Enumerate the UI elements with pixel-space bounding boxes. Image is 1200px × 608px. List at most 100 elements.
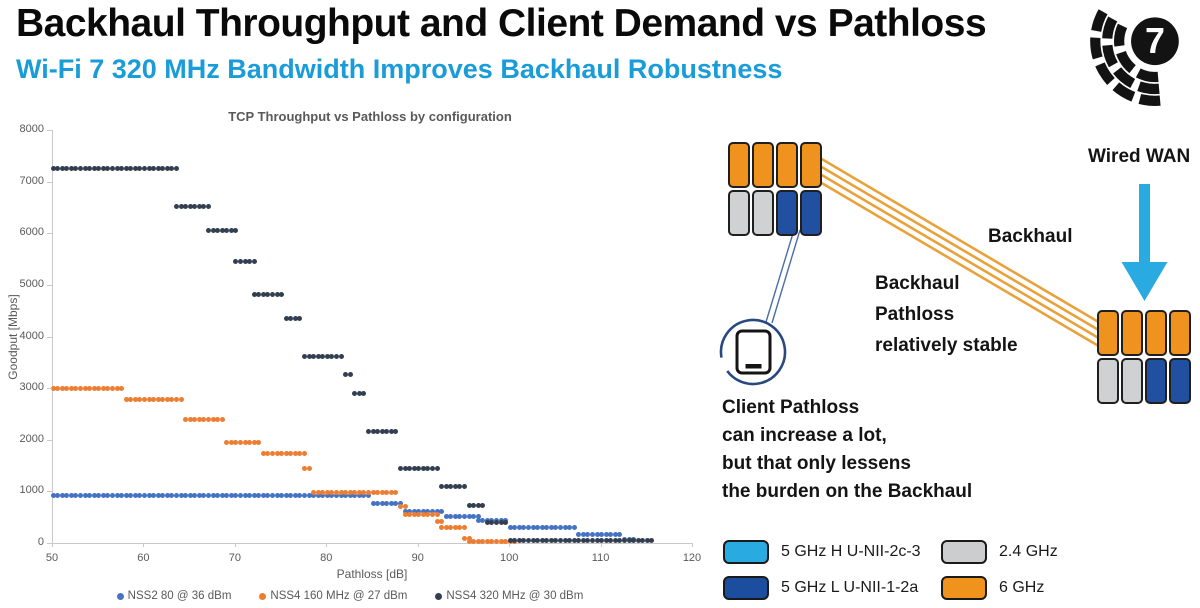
scatter-point (242, 439, 248, 445)
scatter-point (530, 525, 536, 530)
scatter-point (219, 492, 225, 498)
ap-radio-module-orange (752, 142, 774, 188)
scatter-point (173, 397, 179, 402)
scatter-point (535, 537, 541, 543)
scatter-point (55, 166, 61, 172)
scatter-point (279, 450, 285, 456)
scatter-point (59, 492, 65, 498)
x-tick-label: 80 (320, 552, 333, 564)
scatter-point (196, 203, 202, 209)
y-tick-mark (47, 284, 52, 286)
scatter-point (589, 531, 595, 537)
scatter-point (114, 492, 120, 498)
y-tick-mark (47, 439, 52, 441)
scatter-point (343, 489, 349, 495)
client-link-icon (765, 229, 801, 324)
ap-radio-module-blue (776, 190, 798, 236)
scatter-point (493, 519, 499, 525)
scatter-point (416, 465, 422, 471)
scatter-point (192, 416, 198, 422)
scatter-point (205, 203, 211, 209)
y-tick-mark (47, 543, 52, 544)
scatter-point (192, 492, 198, 498)
scatter-point (530, 537, 536, 543)
scatter-point (183, 203, 189, 209)
scatter-point (407, 511, 413, 517)
scatter-point (215, 228, 221, 234)
scatter-point (384, 489, 390, 495)
scatter-point (233, 492, 239, 498)
scatter-point (439, 525, 445, 530)
frequency-legend-item: 5 GHz H U-NII-2c-3 (723, 540, 921, 564)
scatter-point (425, 465, 431, 471)
scatter-point (626, 537, 632, 543)
scatter-point (548, 537, 554, 543)
scatter-point (461, 514, 467, 520)
scatter-point (466, 503, 472, 509)
scatter-point (87, 385, 93, 391)
scatter-point (114, 385, 120, 391)
scatter-point (219, 228, 225, 234)
scatter-point (224, 439, 230, 445)
scatter-point (187, 492, 193, 498)
x-tick-mark (417, 543, 419, 547)
scatter-point (407, 465, 413, 471)
scatter-point (567, 537, 573, 543)
frequency-label: 6 GHz (999, 579, 1045, 596)
scatter-point (279, 492, 285, 498)
scatter-point (96, 492, 102, 498)
scatter-point (544, 537, 550, 543)
scatter-point (283, 492, 289, 498)
scatter-point (219, 416, 225, 422)
ap-radio-module-orange (728, 142, 750, 188)
scatter-point (471, 539, 477, 544)
scatter-point (100, 492, 106, 498)
scatter-point (315, 489, 321, 495)
scatter-point (155, 397, 161, 402)
scatter-point (466, 535, 472, 541)
scatter-point (434, 465, 440, 471)
ap-radio-module-gray (752, 190, 774, 236)
scatter-point (635, 537, 641, 543)
scatter-point (73, 492, 79, 498)
scatter-point (196, 416, 202, 422)
scatter-point (50, 385, 56, 391)
scatter-point (292, 450, 298, 456)
scatter-point (443, 525, 449, 530)
scatter-point (320, 353, 326, 359)
scatter-point (50, 166, 56, 172)
scatter-point (343, 492, 349, 498)
legend-dot-icon (435, 592, 443, 600)
scatter-point (160, 397, 166, 402)
scatter-point (315, 353, 321, 359)
scatter-point (338, 489, 344, 495)
scatter-point (448, 484, 454, 490)
scatter-point (169, 397, 175, 402)
scatter-point (599, 537, 605, 543)
scatter-point (608, 537, 614, 543)
scatter-point (251, 291, 257, 297)
scatter-point (178, 397, 184, 402)
scatter-point (397, 500, 403, 506)
scatter-point (475, 503, 481, 509)
scatter-point (306, 492, 312, 498)
scatter-point (402, 465, 408, 471)
mesh-ap-node (728, 142, 822, 236)
scatter-point (160, 492, 166, 498)
scatter-point (434, 508, 440, 514)
scatter-point (434, 511, 440, 517)
scatter-point (352, 489, 358, 495)
scatter-point (429, 508, 435, 514)
scatter-point (443, 514, 449, 520)
scatter-point (361, 489, 367, 495)
scatter-point (443, 484, 449, 490)
scatter-point (356, 492, 362, 498)
ap-radio-module-blue (1145, 358, 1167, 404)
ap-radio-module-orange (776, 142, 798, 188)
scatter-point (114, 166, 120, 172)
scatter-point (388, 489, 394, 495)
scatter-point (283, 450, 289, 456)
scatter-point (164, 397, 170, 402)
scatter-point (119, 166, 125, 172)
scatter-point (439, 484, 445, 490)
